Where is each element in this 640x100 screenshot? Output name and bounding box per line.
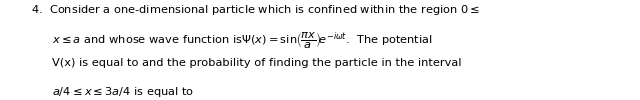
Text: $x \leq a$ and whose wave function is$\Psi(x) = \sin\!\left(\dfrac{\pi x}{a}\rig: $x \leq a$ and whose wave function is$\P… [52,30,433,50]
Text: V(x) is equal to and the probability of finding the particle in the interval: V(x) is equal to and the probability of … [52,58,462,68]
Text: $a/4 \leq x \leq 3a/4$ is equal to: $a/4 \leq x \leq 3a/4$ is equal to [52,85,195,99]
Text: 4.  Consider a one-dimensional particle which is confined within the region $0 \: 4. Consider a one-dimensional particle w… [31,3,480,17]
